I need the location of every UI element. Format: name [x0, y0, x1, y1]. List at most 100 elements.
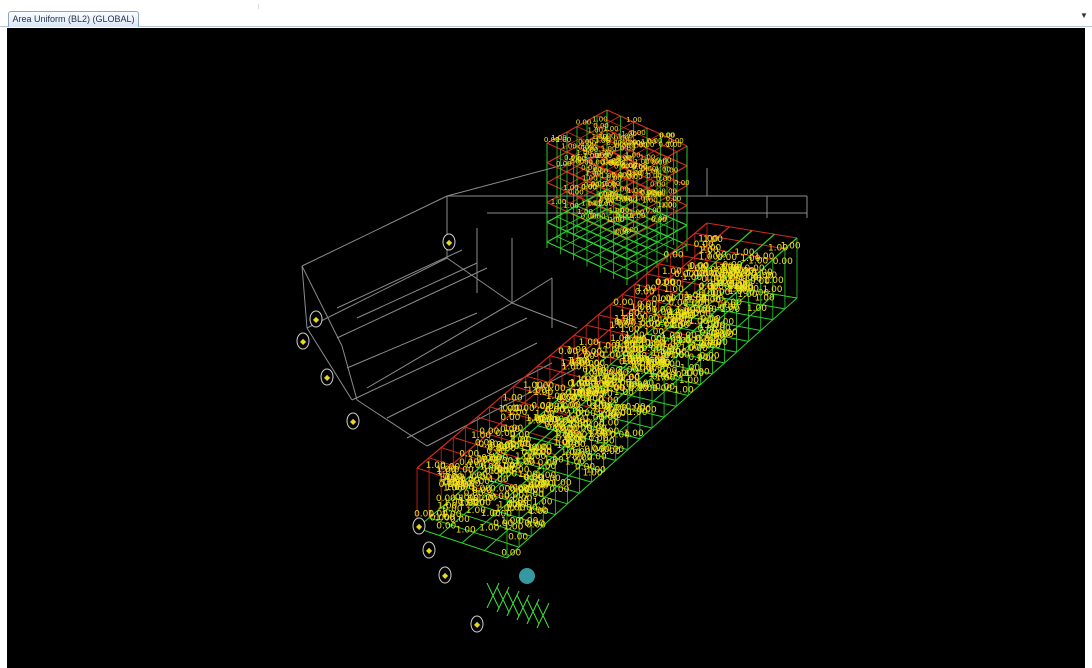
load-value-text: 0.00	[564, 407, 584, 417]
load-value-text: 1.00	[679, 376, 699, 386]
load-value-text: 1.00	[552, 479, 572, 489]
load-value-text: 0.00	[698, 339, 718, 349]
joint-marker-glyph: ◆	[350, 417, 357, 426]
load-value-text: 0.00	[637, 405, 657, 415]
load-value-text: 1.00	[456, 525, 476, 535]
load-value-text: 0.00	[686, 306, 706, 316]
load-value-text: 1.00	[663, 167, 679, 175]
load-value-text: 1.00	[509, 466, 529, 476]
grid-line	[302, 266, 342, 346]
load-value-text: 1.00	[594, 137, 610, 145]
load-value-text: 0.00	[719, 303, 739, 313]
load-value-text: 1.00	[754, 252, 774, 262]
joint-marker-glyph: ◆	[324, 373, 331, 382]
load-value-text: 1.00	[551, 198, 567, 206]
left-border	[0, 28, 7, 668]
load-value-text: 1.00	[605, 384, 625, 394]
joint-marker-glyph: ◆	[442, 571, 449, 580]
grid-line	[302, 196, 447, 266]
model-3d-viewport[interactable]: 0.00 1.00 0.00 1.00 0.00 1.00 0.00 1.00 0.00 1.00…	[7, 28, 1085, 668]
load-value-text: 0.00	[613, 186, 629, 194]
load-value-text: 0.00	[615, 227, 631, 235]
right-border	[1085, 28, 1092, 668]
load-value-text: 0.00	[443, 477, 463, 487]
model-canvas[interactable]: 0.001.00 0.001.000.001.000.001.000.001.00…	[7, 28, 1085, 668]
load-value-text: 0.00	[559, 424, 579, 434]
load-value-text: 1.00	[624, 335, 644, 345]
load-value-text: 1.00	[699, 246, 719, 256]
load-value-text: 1.00	[530, 479, 550, 489]
load-value-text: 1.00	[614, 207, 630, 215]
grid-line	[337, 268, 487, 338]
load-value-text: 0.00	[714, 317, 734, 327]
load-value-text: 0.00	[492, 509, 512, 519]
load-value-text: 0.00	[592, 429, 612, 439]
load-value-text: 1.00	[747, 304, 767, 314]
load-value-text: 0.00	[664, 251, 684, 261]
grid-line	[357, 400, 427, 446]
joint-marker-glyph: ◆	[474, 620, 481, 629]
grid-line	[367, 303, 512, 388]
tab-area-uniform[interactable]: Area Uniform (BL2) (GLOBAL)	[8, 11, 139, 27]
selection-highlight	[519, 568, 535, 584]
joint-marker-glyph: ◆	[416, 522, 423, 531]
load-value-text: 1.00	[657, 201, 673, 209]
load-value-text: 0.00	[607, 193, 623, 201]
load-value-text: 0.00	[508, 532, 528, 542]
load-value-text: 1.00	[622, 139, 638, 147]
load-value-text: 1.00	[666, 141, 682, 149]
load-value-text: 0.00	[628, 381, 648, 391]
load-value-text: 0.00	[585, 350, 605, 360]
grid-line	[342, 346, 357, 400]
load-value-text: 0.00	[590, 212, 606, 220]
load-value-text: 1.00	[561, 142, 577, 150]
load-value-text: 1.00	[698, 235, 718, 245]
load-value-text: 1.00	[674, 385, 694, 395]
load-value-text: 1.00	[565, 457, 585, 467]
load-value-text: 0.00	[576, 118, 592, 126]
load-value-text: 0.00	[631, 363, 651, 373]
load-value-text: 1.00	[577, 389, 597, 399]
joint-marker-glyph: ◆	[426, 546, 433, 555]
long-structure: 1.001.001.000.000.001.000.001.000.000.00…	[414, 223, 801, 628]
load-value-text: 0.00	[511, 440, 531, 450]
grid-line	[347, 313, 477, 368]
load-value-text: 1.00	[471, 431, 491, 441]
load-value-text: 0.00	[564, 154, 580, 162]
load-value-text: 1.00	[468, 471, 488, 481]
load-value-text: 1.00	[503, 394, 523, 404]
grid-line	[307, 328, 352, 400]
load-value-text: 1.00	[583, 367, 603, 377]
load-value-text: 0.00	[656, 157, 672, 165]
grid-line	[512, 303, 577, 328]
load-value-text: 1.00	[488, 454, 508, 464]
load-value-text: 1.00	[781, 242, 801, 252]
joint-marker-glyph: ◆	[300, 337, 307, 346]
load-value-text: 0.00	[613, 298, 633, 308]
load-value-text: 0.00	[625, 345, 645, 355]
window-tab-strip: Area Uniform (BL2) (GLOBAL) ▼	[0, 0, 1092, 27]
chevron-down-icon[interactable]: ▼	[1078, 10, 1090, 22]
load-value-text: 0.00	[627, 173, 643, 181]
grid-line	[512, 278, 552, 303]
load-value-text: 0.00	[630, 129, 646, 137]
load-value-text: 0.00	[700, 352, 720, 362]
load-value-text: 1.00	[515, 404, 535, 414]
load-value-text: 0.00	[436, 521, 456, 531]
load-value-text: 0.00	[773, 257, 793, 267]
joint-labels: ◆ ◆ ◆ ◆ ◆ ◆ ◆ ◆ ◆	[297, 234, 483, 632]
load-value-text: 0.00	[601, 447, 621, 457]
load-value-text: 1.00	[652, 384, 672, 394]
load-value-text: 0.00	[640, 189, 656, 197]
load-value-text: 1.00	[585, 169, 601, 177]
load-value-text: 1.00	[625, 152, 641, 160]
load-value-text: 1.00	[524, 490, 544, 500]
joint-marker-glyph: ◆	[446, 238, 453, 247]
load-value-text: 1.00	[661, 332, 681, 342]
load-value-text: 1.00	[441, 510, 461, 520]
load-value-text: 1.00	[581, 199, 597, 207]
load-value-text: 0.00	[655, 278, 675, 288]
load-value-text: 1.00	[468, 455, 488, 465]
grid-line	[352, 318, 527, 400]
joint-marker-glyph: ◆	[313, 315, 320, 324]
